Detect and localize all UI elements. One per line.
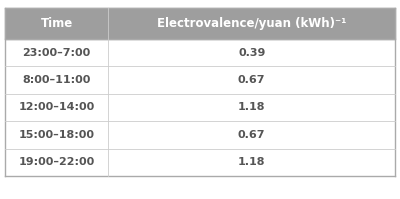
Bar (5, 39, 395, 66)
Bar (5, 66, 395, 94)
Text: 1.18: 1.18 (238, 157, 266, 167)
Text: 12:00–14:00: 12:00–14:00 (18, 102, 95, 112)
Text: 23:00–7:00: 23:00–7:00 (22, 48, 91, 58)
Text: Electrovalence/yuan (kWh)⁻¹: Electrovalence/yuan (kWh)⁻¹ (157, 17, 346, 30)
Text: 15:00–18:00: 15:00–18:00 (18, 130, 94, 140)
Bar (5, 149, 395, 176)
Text: Time: Time (40, 17, 73, 30)
Text: 19:00–22:00: 19:00–22:00 (18, 157, 95, 167)
Text: 0.39: 0.39 (238, 48, 266, 58)
Text: 8:00–11:00: 8:00–11:00 (22, 75, 91, 85)
Bar (5, 121, 395, 149)
Text: 0.67: 0.67 (238, 75, 266, 85)
Text: 1.18: 1.18 (238, 102, 266, 112)
Bar (5, 8, 395, 39)
Text: 0.67: 0.67 (238, 130, 266, 140)
Bar (5, 94, 395, 121)
